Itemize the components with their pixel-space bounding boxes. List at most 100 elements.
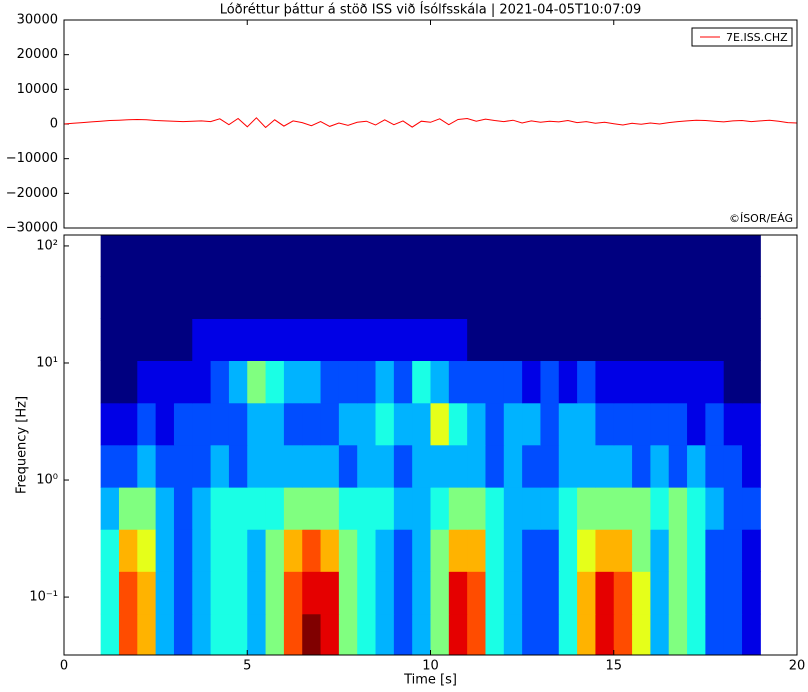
- cell: [100, 235, 120, 277]
- cell: [265, 402, 285, 446]
- cell: [283, 487, 303, 530]
- cell: [430, 276, 450, 319]
- cell: [338, 235, 358, 277]
- cell: [687, 276, 706, 319]
- cell: [283, 235, 303, 277]
- cell: [448, 235, 468, 277]
- cell: [540, 529, 560, 572]
- cell: [723, 487, 743, 530]
- cell: [393, 276, 413, 319]
- cell: [412, 276, 431, 319]
- cell: [338, 571, 358, 615]
- cell: [595, 235, 615, 277]
- cell: [632, 571, 651, 615]
- cell: [338, 402, 358, 446]
- cell: [137, 360, 157, 404]
- cell: [228, 571, 248, 615]
- cell: [265, 318, 285, 362]
- cell: [705, 276, 725, 319]
- cell: [192, 318, 212, 362]
- cell: [613, 487, 633, 530]
- cell: [613, 318, 633, 362]
- cell: [412, 360, 431, 404]
- cell: [595, 318, 615, 362]
- cell: [467, 613, 486, 656]
- cell: [375, 487, 395, 530]
- cell: [210, 318, 230, 362]
- cell: [247, 444, 267, 488]
- cell: [265, 360, 285, 404]
- cell: [210, 360, 230, 404]
- cell: [723, 571, 743, 615]
- cell: [595, 487, 615, 530]
- cell: [613, 444, 633, 488]
- cell: [650, 571, 670, 615]
- cell: [137, 613, 157, 656]
- cell: [705, 318, 725, 362]
- cell: [503, 487, 523, 530]
- cell: [577, 613, 596, 656]
- cell: [595, 613, 615, 656]
- cell: [118, 235, 138, 277]
- cell: [412, 444, 431, 488]
- cell: [577, 318, 596, 362]
- cell: [632, 402, 651, 446]
- cell: [430, 360, 450, 404]
- cell: [485, 402, 505, 446]
- cell: [228, 402, 248, 446]
- cell: [540, 360, 560, 404]
- cell: [632, 235, 651, 277]
- cell: [723, 276, 743, 319]
- cell: [723, 318, 743, 362]
- cell: [192, 529, 212, 572]
- cell: [357, 235, 377, 277]
- cell: [448, 571, 468, 615]
- cell: [613, 276, 633, 319]
- cell: [118, 276, 138, 319]
- cell: [650, 613, 670, 656]
- cell: [577, 571, 596, 615]
- cell: [577, 487, 596, 530]
- cell: [742, 318, 761, 362]
- cell: [320, 276, 340, 319]
- cell: [412, 402, 431, 446]
- cell: [540, 444, 560, 488]
- cell: [338, 318, 358, 362]
- cell: [503, 318, 523, 362]
- cell: [357, 318, 377, 362]
- cell: [393, 613, 413, 656]
- cell: [632, 276, 651, 319]
- cell: [210, 402, 230, 446]
- cell: [265, 235, 285, 277]
- cell: [687, 318, 706, 362]
- cell: [100, 360, 120, 404]
- cell: [705, 487, 725, 530]
- y-tick-label: 30000: [17, 13, 58, 28]
- cell: [412, 529, 431, 572]
- cell: [503, 529, 523, 572]
- cell: [467, 529, 486, 572]
- cell: [540, 235, 560, 277]
- cell: [283, 360, 303, 404]
- cell: [687, 402, 706, 446]
- cell: [742, 402, 761, 446]
- y-tick-label: −10000: [6, 151, 58, 166]
- cell: [430, 402, 450, 446]
- cell: [503, 402, 523, 446]
- cell: [558, 529, 578, 572]
- cell: [210, 235, 230, 277]
- cell: [485, 276, 505, 319]
- cell: [155, 444, 175, 488]
- cell: [137, 571, 157, 615]
- cell: [522, 529, 541, 572]
- cell: [668, 571, 688, 615]
- cell: [723, 402, 743, 446]
- cell: [247, 235, 267, 277]
- cell: [393, 529, 413, 572]
- cell: [375, 613, 395, 656]
- y-tick-label: 10¹: [36, 355, 58, 370]
- waveform: [63, 117, 798, 129]
- cell: [228, 529, 248, 572]
- cell: [668, 360, 688, 404]
